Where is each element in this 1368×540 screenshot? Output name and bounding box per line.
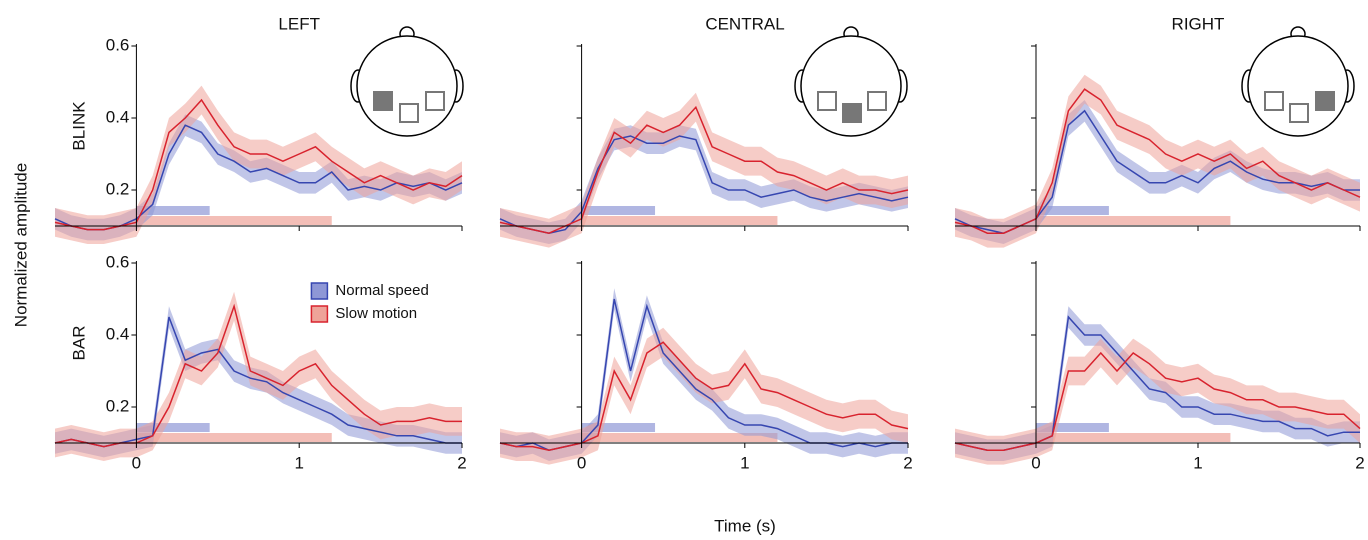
error-band [955, 100, 1360, 244]
y-tick-label: 0.6 [106, 35, 130, 54]
x-tick-label: 0 [577, 453, 586, 472]
series-line [954, 351, 1361, 451]
stimulus-bar [1036, 206, 1109, 215]
error-band [55, 85, 462, 244]
row-label: BLINK [69, 101, 88, 151]
x-tick-label: 0 [1031, 453, 1040, 472]
x-tick-label: 1 [740, 453, 749, 472]
stimulus-bar [1036, 423, 1109, 432]
error-band [500, 327, 908, 465]
head-left [350, 26, 464, 137]
error-band [55, 114, 462, 241]
stimulus-bar [581, 433, 778, 442]
y-axis-title: Normalized amplitude [11, 163, 30, 327]
stimulus-bar [581, 206, 656, 215]
legend-swatch [310, 305, 329, 323]
series-line [499, 341, 909, 451]
x-tick-label: 2 [903, 453, 912, 472]
error-band [955, 74, 1360, 248]
y-tick-label: 0.2 [106, 179, 130, 198]
x-tick-label: 2 [1355, 453, 1364, 472]
stimulus-bar [1036, 433, 1231, 442]
head-right [1241, 26, 1355, 137]
series-line [954, 88, 1361, 234]
y-tick-label: 0.2 [106, 396, 130, 415]
x-tick-label: 1 [1193, 453, 1202, 472]
y-tick-label: 0.6 [106, 252, 130, 271]
stimulus-bar [136, 206, 210, 215]
column-title: RIGHT [1172, 14, 1225, 33]
stimulus-bar [1036, 216, 1231, 225]
stimulus-bar [136, 423, 210, 432]
panels: 0.2 0.4 0.6 LEFT BLINK CENTRAL RIGHT 0.2 0.4 0.6 0… [54, 14, 1365, 472]
legend-label: Normal speed [335, 282, 428, 299]
stimulus-bar [581, 423, 656, 432]
stimulus-bar [581, 216, 778, 225]
x-tick-label: 1 [294, 453, 303, 472]
stimulus-bar [136, 433, 332, 442]
legend-swatch [310, 282, 329, 300]
y-tick-label: 0.4 [106, 107, 130, 126]
y-tick-label: 0.4 [106, 324, 130, 343]
stimulus-bar [136, 216, 332, 225]
column-title: LEFT [278, 14, 320, 33]
series-line [499, 105, 909, 234]
series-line [54, 98, 463, 231]
x-tick-label: 0 [132, 453, 141, 472]
x-tick-label: 2 [457, 453, 466, 472]
error-band [55, 291, 462, 461]
row-label: BAR [69, 326, 88, 361]
error-band [955, 338, 1360, 465]
head-central [794, 26, 908, 137]
x-axis-title: Time (s) [714, 516, 776, 535]
column-title: CENTRAL [705, 14, 784, 33]
series-line [499, 135, 909, 234]
legend-label: Slow motion [335, 305, 417, 322]
